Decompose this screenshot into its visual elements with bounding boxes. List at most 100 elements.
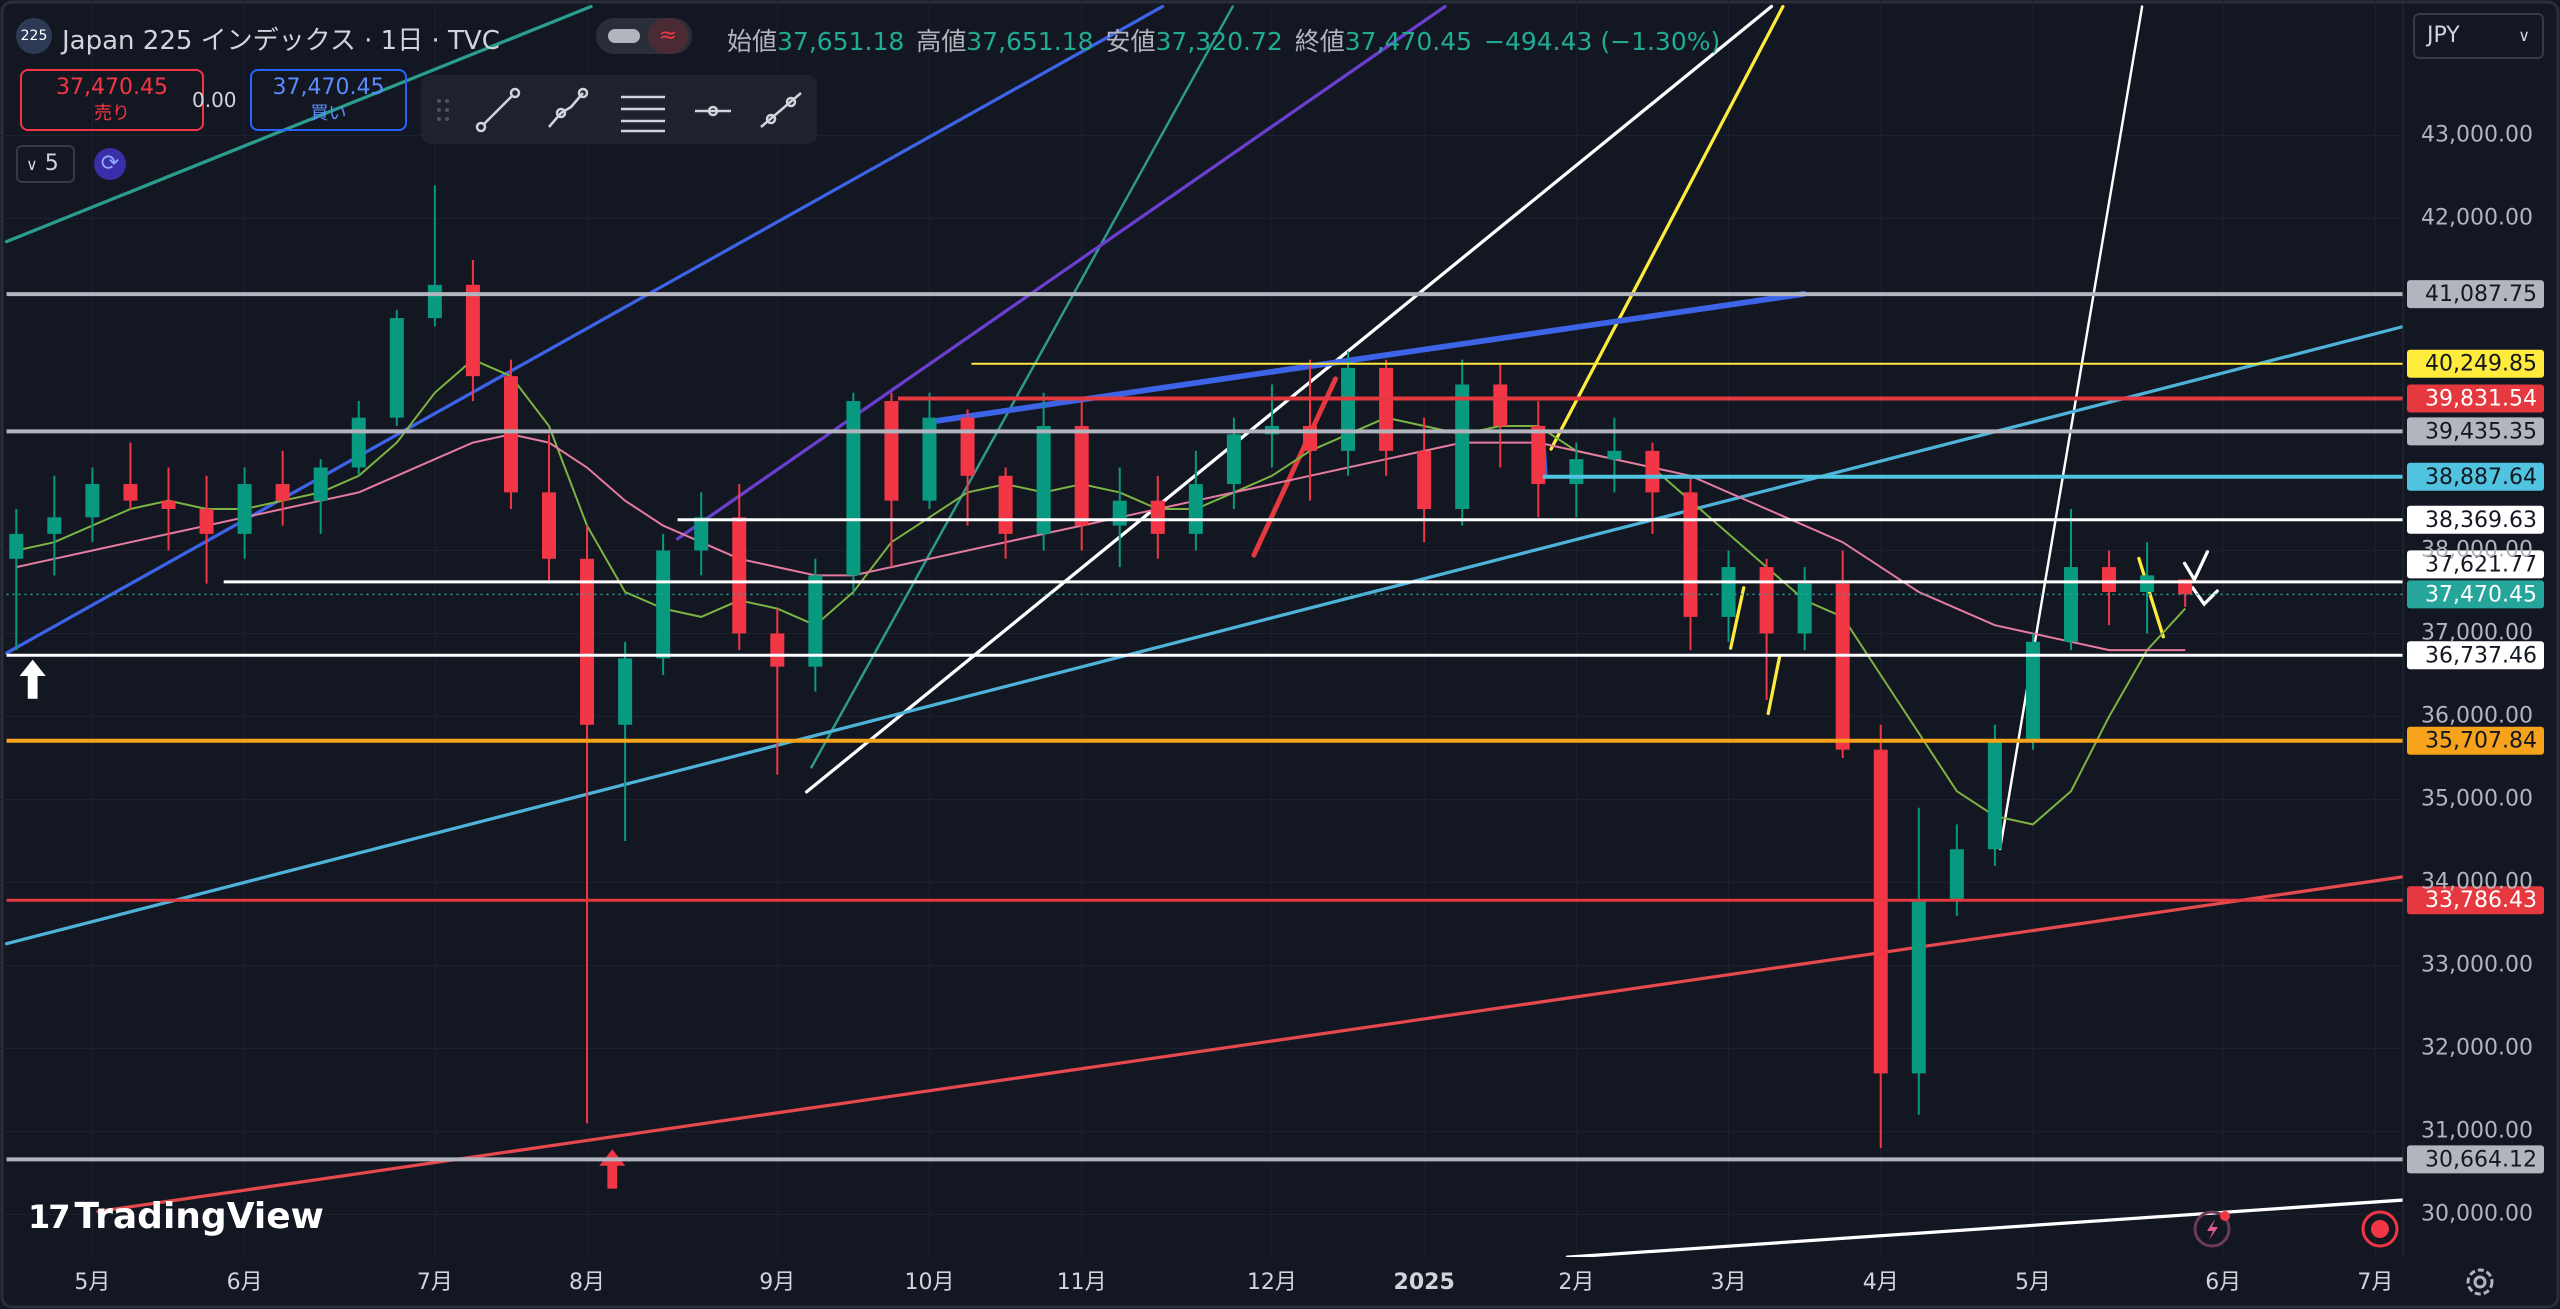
watermark-text: TradingView (74, 1196, 324, 1237)
candle-body (884, 401, 899, 501)
y-tick-label: 38,000.00 (2421, 537, 2533, 562)
price-badge-label: 36,737.46 (2425, 643, 2537, 668)
record-icon[interactable] (2361, 1210, 2399, 1248)
extended-line-tool[interactable] (760, 92, 802, 128)
moving-average (16, 433, 2186, 652)
status-pill[interactable]: ≈ (596, 18, 692, 54)
candle-body (275, 484, 290, 501)
trend-line[interactable] (1565, 1198, 2403, 1257)
horizontal-line-tool[interactable] (695, 105, 731, 117)
trend-line[interactable] (675, 4, 1447, 541)
candle-body (1835, 583, 1850, 750)
candle-body (1493, 384, 1508, 426)
candle-body (2102, 567, 2117, 592)
arrow-marker[interactable] (2182, 550, 2210, 584)
candle-body (694, 517, 709, 551)
x-tick-label: 10月 (905, 1270, 955, 1295)
price-badge (2407, 726, 2544, 755)
price-badge-label: 30,664.12 (2425, 1147, 2537, 1172)
currency-select[interactable]: JPY ∨ (2413, 13, 2544, 59)
y-tick-label: 30,000.00 (2421, 1202, 2533, 1227)
trend-line[interactable] (1729, 586, 1746, 650)
price-badge (2407, 1145, 2544, 1174)
sell-price: 37,470.45 (56, 75, 168, 100)
candle-body (1949, 849, 1964, 900)
x-tick-label: 8月 (569, 1270, 605, 1295)
candle-body (351, 417, 366, 468)
settings-icon[interactable] (2466, 1268, 2494, 1296)
trend-line[interactable] (4, 4, 1165, 655)
candle-body (1150, 500, 1165, 534)
trend-line[interactable] (810, 5, 1234, 769)
trend-line[interactable] (4, 4, 593, 244)
trend-line[interactable] (96, 875, 2403, 1214)
y-tick-label: 31,000.00 (2421, 1118, 2533, 1143)
candle-body (1074, 425, 1089, 526)
price-badge-label: 33,786.43 (2425, 888, 2537, 913)
candle-body (1112, 500, 1127, 526)
trend-line[interactable] (2137, 556, 2165, 639)
y-tick-label: 36,000.00 (2421, 703, 2533, 728)
candle-body (1797, 583, 1812, 634)
price-badge-label: 37,621.77 (2425, 552, 2537, 577)
fib-tool[interactable] (621, 95, 665, 133)
candle-body (618, 658, 633, 725)
indicator-toggle[interactable]: ∨ 5 (16, 145, 75, 183)
candle-body (1341, 367, 1356, 451)
candle-body (846, 401, 861, 576)
x-tick-label: 2月 (1558, 1270, 1594, 1295)
candle-body (1226, 434, 1241, 485)
candle-body (1036, 425, 1051, 534)
drawing-toolbar (421, 75, 817, 144)
candle-body (1455, 384, 1470, 509)
price-badge-label: 39,435.35 (2425, 419, 2537, 444)
ohlc-label: 始値 (727, 27, 778, 56)
candle-body (2025, 641, 2040, 742)
candle-body (542, 492, 556, 559)
price-badge-label: 38,887.64 (2425, 465, 2537, 490)
price-badge-label: 35,707.84 (2425, 729, 2537, 754)
x-tick-label: 9月 (759, 1270, 795, 1295)
price-badge (2407, 550, 2544, 579)
indicator-count: 5 (44, 151, 59, 176)
ohlc-value: 37,651.18 (777, 27, 905, 56)
x-tick-label: 5月 (2015, 1270, 2051, 1295)
trend-line[interactable] (1998, 5, 2144, 851)
ohlc-value: 37,470.45 (1344, 27, 1472, 56)
candle-body (2140, 575, 2155, 592)
arrow-marker[interactable] (2191, 586, 2219, 607)
price-badge (2407, 417, 2544, 446)
spread: 0.00 (192, 88, 237, 112)
symbol-title[interactable]: Japan 225 インデックス · 1日 · TVC (62, 26, 500, 56)
symbol-logo: 225 (16, 18, 52, 54)
sync-button[interactable]: ⟳ (94, 148, 126, 180)
candle-body (47, 517, 62, 534)
price-badge-label: 40,249.85 (2425, 352, 2537, 377)
candle-body (998, 475, 1013, 534)
price-badge (2407, 505, 2544, 534)
price-badge-label: 39,831.54 (2425, 386, 2537, 411)
arrow-marker[interactable] (19, 659, 46, 699)
candle-body (656, 550, 671, 659)
buy-button[interactable]: 37,470.45 買い (250, 69, 407, 131)
ohlc-label: 安値 (1105, 27, 1156, 56)
sell-button[interactable]: 37,470.45 売り (20, 69, 204, 131)
ray-tool[interactable] (548, 87, 589, 128)
trend-line-tool[interactable] (475, 87, 521, 133)
x-tick-label: 3月 (1711, 1270, 1747, 1295)
candle-body (9, 533, 24, 559)
y-tick-label: 43,000.00 (2421, 122, 2533, 147)
price-badge (2407, 349, 2544, 378)
candle-body (1188, 484, 1203, 534)
y-tick-label: 32,000.00 (2421, 1035, 2533, 1060)
trend-line[interactable] (1549, 4, 1785, 451)
candle-body (1873, 749, 1888, 1074)
candle-body (808, 575, 823, 667)
trend-line[interactable] (1251, 376, 1338, 558)
change-value: −494.43 (−1.30%) (1484, 27, 1721, 56)
trend-line[interactable] (1766, 654, 1782, 716)
alert-icon[interactable] (2193, 1210, 2231, 1248)
candle-body (1645, 450, 1660, 493)
x-tick-label: 2025 (1394, 1270, 1455, 1295)
